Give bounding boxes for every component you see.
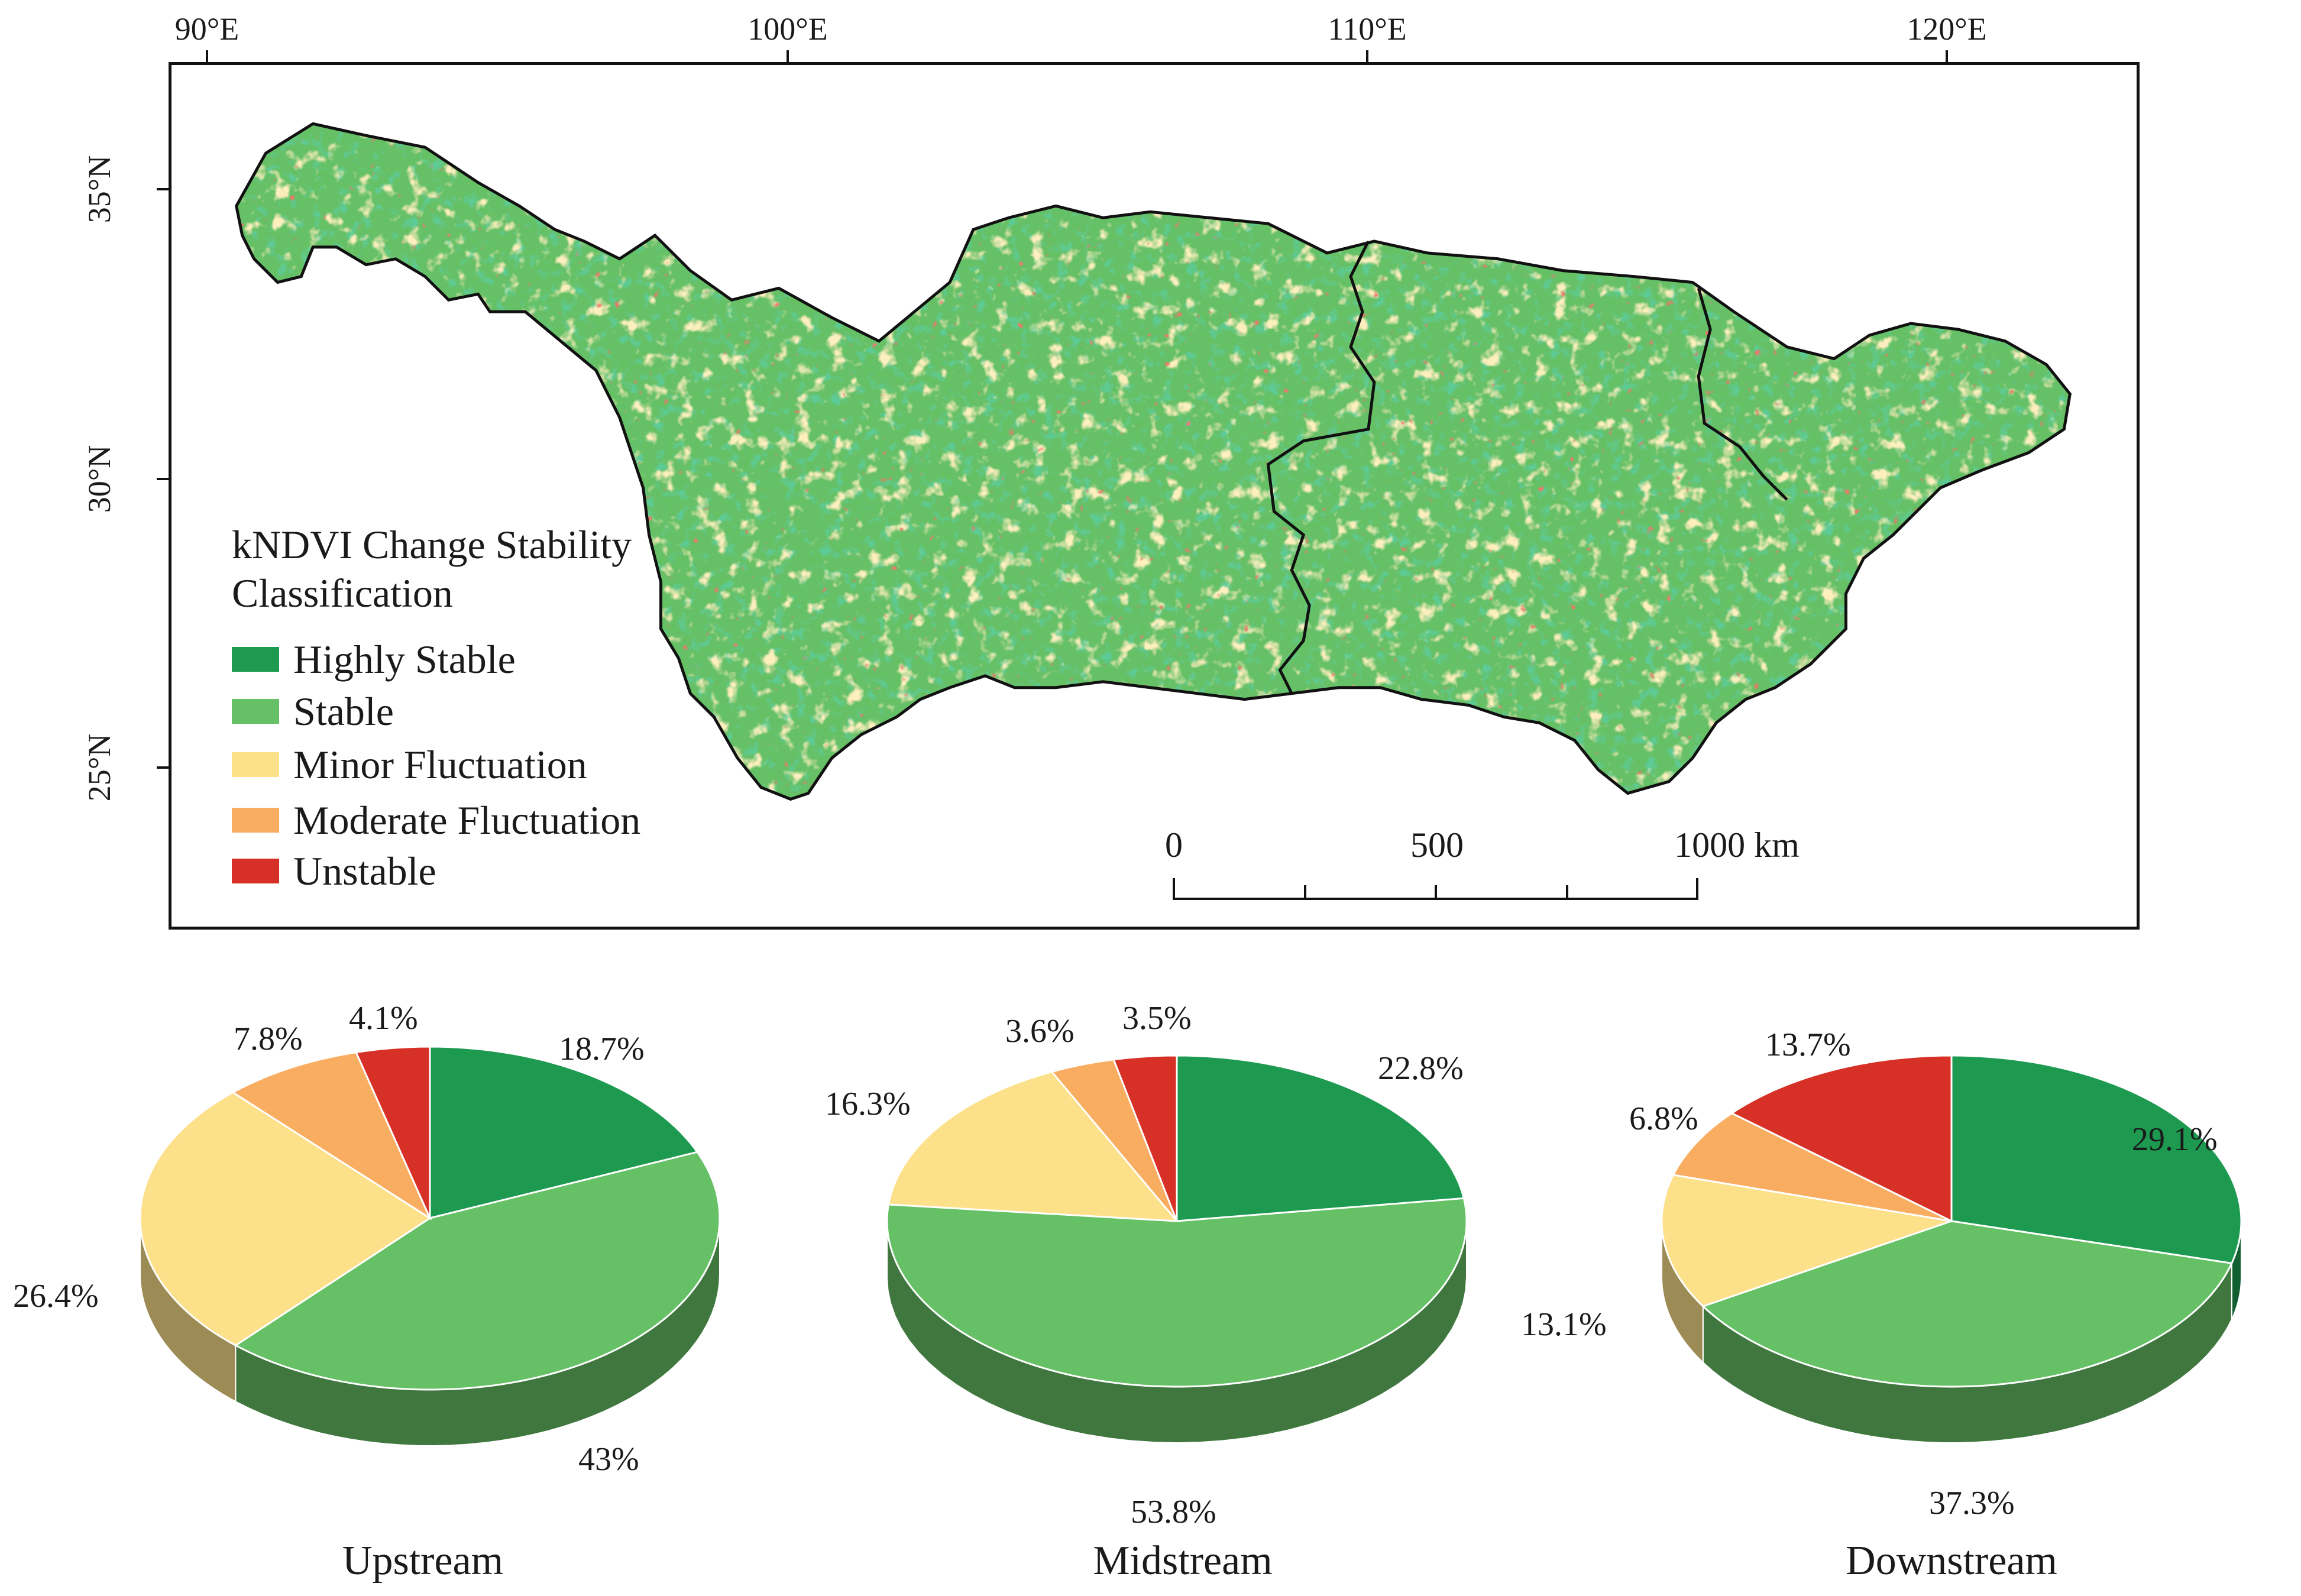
pie-title-upstream: Upstream xyxy=(342,1538,504,1584)
legend-label: Unstable xyxy=(293,848,436,893)
pie-label-upstream-unstable: 4.1% xyxy=(349,1000,418,1037)
legend-item-highly-stable: Highly Stable xyxy=(232,636,516,682)
downstream-pie-slice-moderate-fluctuation xyxy=(1672,1112,1952,1222)
lon-label-90: 90°E xyxy=(174,11,240,47)
basin-outline xyxy=(235,122,2072,801)
legend-swatch xyxy=(232,647,279,672)
lon-label-100: 100°E xyxy=(747,11,828,47)
pie-label-upstream-moderate: 7.8% xyxy=(234,1021,303,1057)
pie-label-downstream-unstable: 13.7% xyxy=(1765,1027,1851,1063)
downstream-pie-slice-stable xyxy=(1701,1220,2234,1388)
pie-label-downstream-highly-stable: 29.1% xyxy=(2132,1121,2218,1158)
scale-label-500: 500 xyxy=(1410,825,1464,865)
pie-label-midstream-minor: 16.3% xyxy=(825,1086,911,1122)
pie-label-midstream-highly-stable: 22.8% xyxy=(1378,1050,1464,1087)
legend-item-unstable: Unstable xyxy=(232,848,436,893)
pie-title-downstream: Downstream xyxy=(1846,1538,2057,1584)
pie-label-upstream-minor: 26.4% xyxy=(13,1278,99,1315)
middle-lower-boundary xyxy=(1697,287,1788,501)
map-legend: kNDVI Change Stability Classification Hi… xyxy=(232,520,640,893)
lon-label-110: 110°E xyxy=(1328,11,1407,47)
upstream-pie-slice-unstable xyxy=(354,1045,431,1219)
pie-label-upstream-stable: 43% xyxy=(578,1441,639,1478)
pie-label-downstream-moderate: 6.8% xyxy=(1629,1100,1698,1137)
pie-label-downstream-minor: 13.1% xyxy=(1521,1306,1607,1343)
legend-swatch xyxy=(232,859,279,883)
upstream-pie-slice-moderate-fluctuation xyxy=(231,1051,432,1221)
scale-label-0: 0 xyxy=(1165,825,1183,865)
legend-label: Stable xyxy=(293,688,394,734)
legend-item-moderate-fluctuation: Moderate Fluctuation xyxy=(232,797,641,843)
midstream-pie-slice-unstable xyxy=(1112,1054,1178,1222)
pie-title-midstream: Midstream xyxy=(1093,1538,1273,1584)
legend-label: Highly Stable xyxy=(293,636,516,682)
downstream-pie-slice-unstable xyxy=(1730,1054,1953,1223)
scale-label-1000: 1000 km xyxy=(1674,825,1800,865)
map-panel xyxy=(169,62,2140,930)
upstream-pie-slice-stable xyxy=(234,1151,721,1391)
upper-middle-boundary xyxy=(1266,240,1376,694)
downstream-pie-slice-minor-fluctuation xyxy=(1661,1174,1952,1307)
lat-tick-25 xyxy=(157,766,170,769)
legend-item-stable: Stable xyxy=(232,688,394,734)
midstream-pie-slice-minor-fluctuation xyxy=(887,1070,1179,1222)
legend-swatch xyxy=(232,808,279,833)
lat-tick-35 xyxy=(157,188,170,190)
midstream-pie-slice-stable xyxy=(886,1197,1468,1388)
downstream-pie-slice-highly-stable xyxy=(1950,1054,2242,1264)
legend-item-minor-fluctuation: Minor Fluctuation xyxy=(232,742,587,787)
lon-tick-110 xyxy=(1366,50,1368,63)
pie-label-midstream-unstable: 3.5% xyxy=(1122,1000,1192,1037)
yangtze-basin-map xyxy=(235,122,2072,801)
upstream-pie-slice-minor-fluctuation xyxy=(139,1091,432,1346)
pie-label-midstream-stable: 53.8% xyxy=(1131,1494,1216,1530)
legend-swatch xyxy=(232,752,279,777)
lon-tick-120 xyxy=(1946,50,1948,63)
upstream-pie-slice-highly-stable xyxy=(429,1045,699,1219)
pie-label-midstream-moderate: 3.6% xyxy=(1005,1013,1075,1050)
pie-label-downstream-stable: 37.3% xyxy=(1929,1485,2015,1521)
legend-label: Minor Fluctuation xyxy=(293,742,587,787)
legend-swatch xyxy=(232,699,279,724)
legend-label: Moderate Fluctuation xyxy=(293,797,641,843)
lat-tick-30 xyxy=(157,478,170,480)
midstream-pie-slice-highly-stable xyxy=(1176,1054,1465,1222)
legend-title: kNDVI Change Stability Classification xyxy=(232,522,632,616)
pie-label-upstream-highly-stable: 18.7% xyxy=(559,1031,645,1067)
midstream-pie-slice-moderate-fluctuation xyxy=(1050,1058,1178,1222)
lon-label-120: 120°E xyxy=(1907,11,1987,47)
lon-tick-90 xyxy=(206,50,208,63)
lon-tick-100 xyxy=(787,50,789,63)
scale-bar-line xyxy=(1173,878,1698,900)
